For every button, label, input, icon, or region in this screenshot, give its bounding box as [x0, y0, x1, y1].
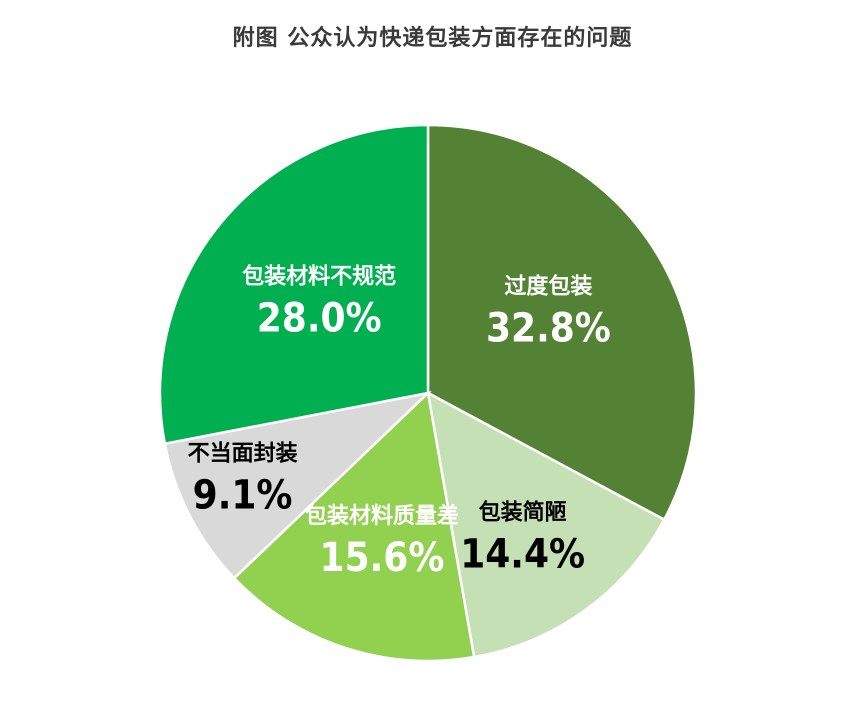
chart-title: 附图 公众认为快递包装方面存在的问题 [232, 26, 633, 51]
pie-slice [158, 123, 430, 446]
slice-value-label: 28.0% [257, 296, 382, 342]
slice-value-label: 32.8% [486, 305, 611, 351]
pie-slice [426, 390, 666, 659]
slice-label: 包装材料不规范 [242, 264, 396, 290]
pie-slice [232, 390, 476, 663]
slice-value-label: 14.4% [460, 532, 585, 578]
slice-label: 包装材料质量差 [305, 503, 459, 529]
slice-label: 过度包装 [504, 273, 592, 299]
pie-slice [426, 123, 698, 522]
slice-value-label: 15.6% [320, 535, 445, 581]
slice-label: 包装简陋 [479, 500, 567, 526]
slice-label: 不当面封装 [188, 442, 298, 467]
slice-value-label: 9.1% [193, 473, 293, 519]
pie-slice [163, 390, 432, 580]
